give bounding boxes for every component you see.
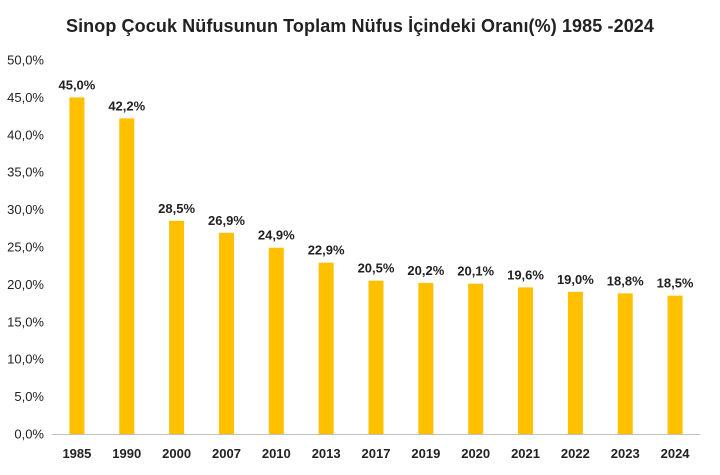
x-axis-ticks: 1985 1990 2000 2007 2010 2013 2017 2019 2020 2021…	[62, 446, 690, 461]
x-tick-label-1990: 1990	[112, 446, 141, 461]
bar-1990	[119, 118, 135, 435]
bar-2010	[268, 247, 284, 434]
data-label-2024: 18,5%	[657, 276, 694, 291]
chart-title: Sinop Çocuk Nüfusunun Toplam Nüfus İçind…	[65, 16, 655, 36]
x-tick-label-2000: 2000	[162, 446, 191, 461]
bar-2000	[169, 220, 185, 434]
x-tick-label-2007: 2007	[212, 446, 241, 461]
bars	[69, 97, 683, 435]
y-axis-ticks: 0,0% 5,0% 10,0% 15,0% 20,0% 25,0% 30,0% 35,0% 40…	[7, 53, 44, 442]
data-label-2010: 24,9%	[258, 228, 295, 243]
y-tick-label: 25,0%	[7, 240, 44, 255]
data-label-2019: 20,2%	[407, 263, 444, 278]
data-label-2021: 19,6%	[507, 267, 544, 282]
x-tick-label-2021: 2021	[511, 446, 540, 461]
data-label-2017: 20,5%	[358, 261, 395, 276]
y-tick-label: 20,0%	[7, 277, 44, 292]
data-label-2000: 28,5%	[158, 201, 195, 216]
x-tick-label-2022: 2022	[561, 446, 590, 461]
y-tick-label: 45,0%	[7, 90, 44, 105]
data-label-1990: 42,2%	[108, 98, 145, 113]
data-label-2007: 26,9%	[208, 213, 245, 228]
data-label-1985: 45,0%	[58, 77, 95, 92]
y-tick-label: 30,0%	[7, 202, 44, 217]
data-label-2013: 22,9%	[308, 243, 345, 258]
x-tick-label-2017: 2017	[362, 446, 391, 461]
y-tick-label: 0,0%	[14, 427, 44, 442]
bar-1985	[69, 97, 85, 435]
bar-labels: 45,0% 42,2% 28,5% 26,9% 24,9% 22,9% 20,5% 20,2%…	[58, 77, 693, 290]
data-label-2022: 19,0%	[557, 272, 594, 287]
bar-2023	[617, 293, 633, 434]
y-tick-label: 10,0%	[7, 352, 44, 367]
x-tick-label-1985: 1985	[62, 446, 91, 461]
x-tick-label-2024: 2024	[661, 446, 691, 461]
bar-2007	[218, 232, 234, 434]
x-tick-label-2020: 2020	[461, 446, 490, 461]
bar-2019	[418, 282, 434, 434]
bar-2021	[518, 287, 534, 434]
y-tick-label: 5,0%	[14, 389, 44, 404]
x-tick-label-2019: 2019	[411, 446, 440, 461]
y-tick-label: 35,0%	[7, 165, 44, 180]
bar-2013	[318, 262, 334, 434]
bar-2022	[567, 291, 583, 434]
x-tick-label-2010: 2010	[262, 446, 291, 461]
x-tick-label-2013: 2013	[312, 446, 341, 461]
bar-2020	[468, 283, 484, 434]
y-tick-label: 50,0%	[7, 53, 44, 68]
bar-2024	[667, 295, 683, 434]
x-tick-label-2023: 2023	[611, 446, 640, 461]
data-label-2020: 20,1%	[457, 264, 494, 279]
y-tick-label: 15,0%	[7, 314, 44, 329]
y-tick-label: 40,0%	[7, 127, 44, 142]
data-label-2023: 18,8%	[607, 273, 644, 288]
bar-2017	[368, 280, 384, 434]
